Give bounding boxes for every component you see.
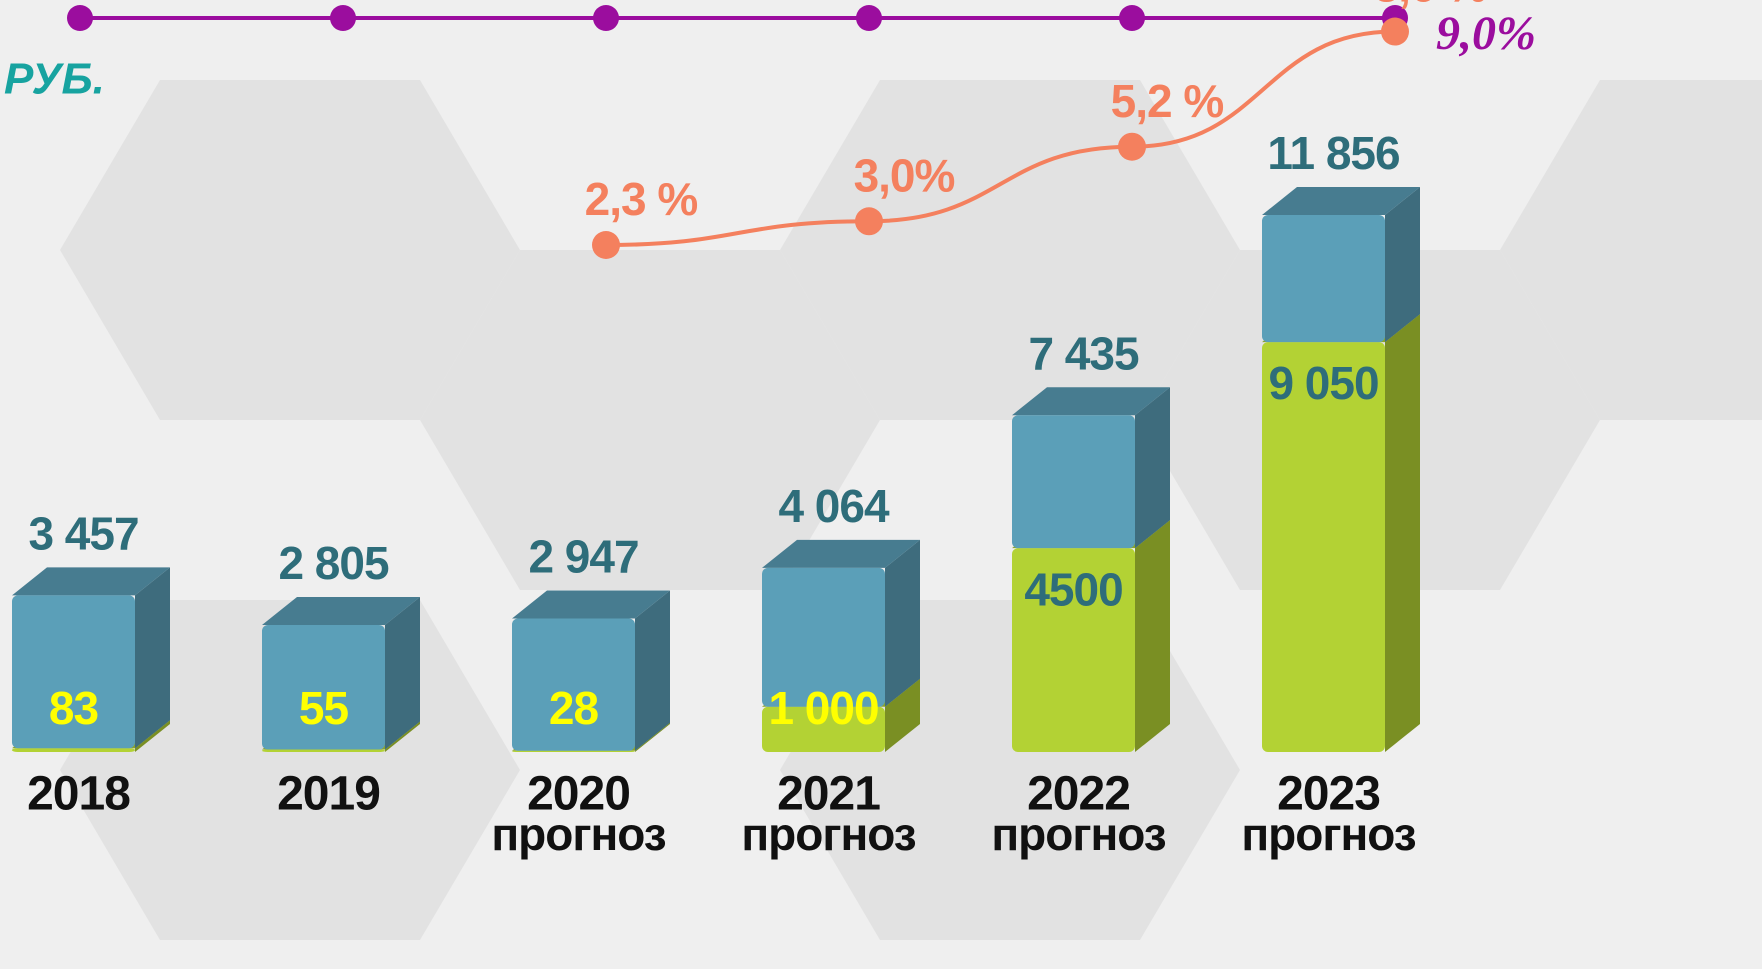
inner-bar-face (385, 721, 420, 752)
inner-bar-face (885, 678, 920, 752)
total-bar (12, 567, 170, 749)
total-label: 4 064 (778, 480, 890, 532)
inner-bar-face (1262, 342, 1385, 752)
growth-point (1118, 132, 1146, 161)
target-label: 9,0% (1436, 7, 1536, 60)
hexagon (420, 250, 880, 590)
total-bar-face (1012, 415, 1135, 549)
x-tick-label: 2020 (527, 768, 630, 821)
hexagon (780, 80, 1240, 420)
inner-label: 28 (549, 682, 599, 734)
total-bar (762, 539, 920, 707)
growth-label: 5,2 % (1111, 75, 1224, 127)
total-bar-face (135, 567, 170, 749)
total-label: 3 457 (28, 508, 138, 560)
inner-bar-face (262, 749, 385, 752)
target-dot (67, 5, 93, 31)
inner-label: 9 050 (1268, 357, 1378, 409)
total-label: 2 805 (278, 537, 389, 589)
inner-bar-face (1385, 314, 1420, 752)
total-bar-face (512, 618, 635, 751)
total-bar-face (512, 590, 670, 619)
growth-point (855, 207, 883, 236)
total-bar-face (1385, 187, 1420, 343)
x-tick-note: прогноз (991, 808, 1165, 860)
x-tick-note: прогноз (1241, 808, 1415, 860)
x-tick-label: 2023 (1277, 768, 1380, 821)
inner-label: 4500 (1024, 563, 1122, 615)
unit-label: РУБ. (4, 55, 105, 104)
total-bar-face (1262, 215, 1385, 343)
inner-label: 55 (299, 682, 349, 734)
inner-bar-face (1012, 548, 1135, 752)
total-bar (1012, 387, 1170, 549)
inner-bar-face (135, 720, 170, 752)
total-label: 2 947 (528, 531, 638, 583)
x-tick-label: 2022 (1027, 768, 1130, 821)
total-bar-face (262, 624, 385, 750)
total-bar-face (1012, 387, 1170, 416)
inner-bar (1012, 520, 1170, 752)
target-dot (1119, 5, 1145, 31)
inner-label: 83 (49, 682, 98, 734)
x-tick-label: 2021 (777, 768, 880, 821)
inner-bar-face (512, 750, 635, 752)
target-dot (330, 5, 356, 31)
total-bar (512, 590, 670, 751)
inner-bar-face (762, 706, 885, 752)
growth-line (605, 29, 1396, 247)
growth-label: 8,6 % (1374, 0, 1487, 12)
inner-bar-face (12, 748, 135, 752)
target-dot (856, 5, 882, 31)
x-tick-note: прогноз (741, 808, 915, 860)
inner-bar-face (635, 722, 670, 752)
hexagon (60, 80, 520, 420)
total-bar-face (12, 595, 135, 749)
x-tick-note: прогноз (491, 808, 665, 860)
total-bar-face (1262, 187, 1420, 215)
growth-point (592, 231, 620, 259)
total-bar (1262, 187, 1420, 343)
inner-bar-face (1135, 520, 1170, 752)
hexagon (1500, 80, 1762, 420)
total-label: 7 435 (1028, 327, 1139, 379)
total-bar-face (885, 539, 920, 707)
target-dot (593, 5, 619, 31)
total-bar-face (385, 596, 420, 750)
total-bar-face (262, 596, 420, 625)
total-bar-face (1135, 387, 1170, 549)
total-bar (262, 596, 420, 750)
total-label: 11 856 (1267, 127, 1399, 179)
x-tick-label: 2018 (27, 768, 130, 821)
growth-point (1381, 17, 1409, 46)
total-bar-face (762, 567, 885, 707)
hexagon-pattern (60, 80, 1762, 940)
x-tick-label: 2019 (277, 768, 380, 821)
total-bar-face (635, 590, 670, 751)
growth-label: 3,0% (854, 149, 955, 201)
inner-label: 1 000 (768, 682, 878, 734)
growth-label: 2,3 % (585, 173, 698, 225)
total-bar-face (12, 567, 170, 596)
total-bar-face (762, 539, 920, 568)
